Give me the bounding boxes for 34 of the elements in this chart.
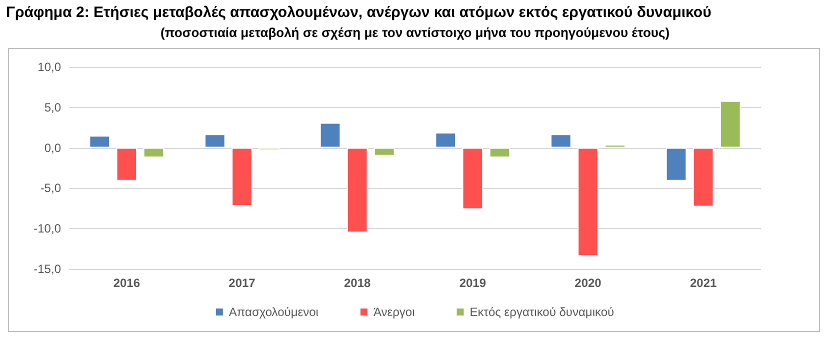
y-tick-label: -15,0: [34, 262, 62, 276]
bar: [666, 148, 687, 181]
chart-title: Γράφημα 2: Ετήσιες μεταβολές απασχολουμένων, ανέργων και ατόμων εκτός εργατικού δυναμικού: [6, 4, 712, 21]
bar: [578, 148, 598, 256]
bar: [489, 148, 510, 158]
x-tick-label: 2017: [228, 276, 256, 290]
y-tick-label: -5,0: [40, 181, 62, 196]
bar: [604, 144, 626, 148]
bar: [89, 136, 110, 148]
bar: [143, 148, 164, 158]
bar: [550, 134, 572, 148]
bar: [374, 148, 395, 156]
bar: [435, 132, 456, 148]
y-tick-label: 10,0: [38, 60, 62, 74]
bar: [232, 148, 252, 206]
y-tick-label: -10,0: [34, 222, 62, 236]
x-tick-label: 2021: [690, 276, 718, 290]
legend-label: Εκτός εργατικού δυναμικού: [470, 305, 614, 319]
bar: [204, 134, 226, 148]
bar: [720, 100, 741, 148]
bar: [320, 122, 341, 148]
chart-subtitle: (ποσοστιαία μεταβολή σε σχέση με τον αντίστοιχο μήνα του προηγούμενου έτους): [159, 25, 671, 40]
x-tick-label: 2018: [344, 276, 372, 290]
bar: [346, 148, 368, 233]
x-tick-label: 2020: [574, 276, 602, 290]
legend-label: Απασχολούμενοι: [228, 305, 319, 319]
bar: [116, 148, 138, 181]
bar: [462, 148, 484, 210]
y-tick-label: 0,0: [44, 140, 62, 155]
x-tick-label: 2016: [113, 276, 140, 290]
bar: [692, 148, 714, 207]
y-tick-label: 5,0: [44, 100, 62, 114]
x-tick-label: 2019: [459, 276, 486, 290]
legend-label: Άνεργοι: [373, 305, 416, 319]
